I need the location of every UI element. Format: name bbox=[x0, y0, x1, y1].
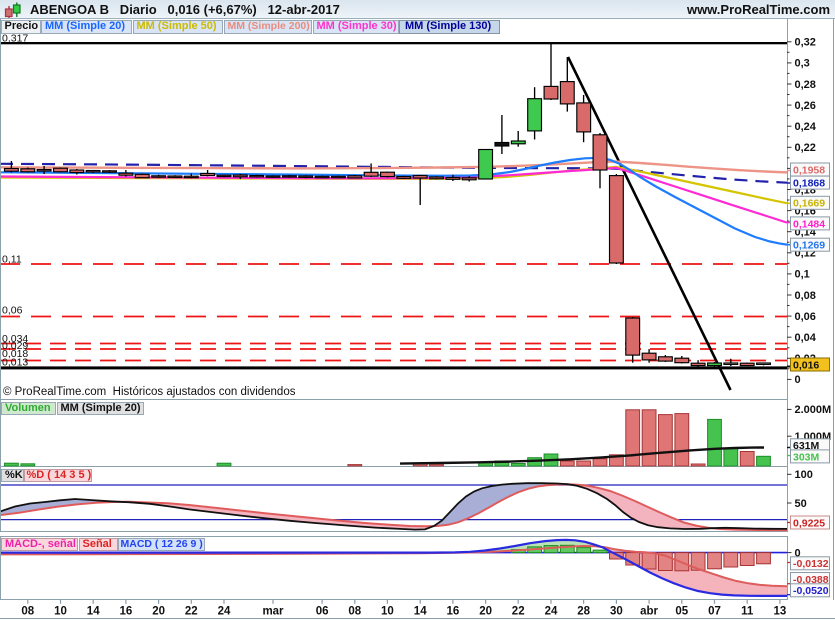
svg-text:0,029: 0,029 bbox=[2, 340, 28, 352]
svg-text:-0,0132: -0,0132 bbox=[793, 558, 829, 570]
svg-text:0,08: 0,08 bbox=[795, 290, 816, 302]
svg-text:© ProRealTime.com Históricos: © ProRealTime.com Históricos ajustados c… bbox=[3, 386, 296, 398]
svg-text:0,1: 0,1 bbox=[795, 269, 810, 281]
svg-text:16: 16 bbox=[120, 606, 133, 618]
svg-text:0,1269: 0,1269 bbox=[793, 240, 825, 252]
svg-text:08: 08 bbox=[348, 606, 361, 618]
svg-text:0,9225: 0,9225 bbox=[793, 517, 825, 529]
svg-text:0,32: 0,32 bbox=[795, 37, 816, 49]
svg-text:303M: 303M bbox=[793, 451, 820, 463]
svg-text:08: 08 bbox=[21, 606, 34, 618]
svg-text:0,034: 0,034 bbox=[2, 333, 28, 345]
svg-text:20: 20 bbox=[152, 606, 165, 618]
svg-text:0,06: 0,06 bbox=[795, 311, 816, 323]
svg-text:11: 11 bbox=[741, 606, 754, 618]
svg-text:14: 14 bbox=[87, 606, 100, 618]
svg-text:16: 16 bbox=[447, 606, 460, 618]
svg-text:0,28: 0,28 bbox=[795, 79, 816, 91]
svg-text:0: 0 bbox=[795, 374, 801, 386]
svg-text:0,22: 0,22 bbox=[795, 142, 816, 154]
svg-text:-0,0520: -0,0520 bbox=[793, 585, 829, 597]
svg-text:0,1484: 0,1484 bbox=[793, 218, 825, 230]
svg-text:28: 28 bbox=[577, 606, 590, 618]
svg-text:mar: mar bbox=[262, 606, 284, 618]
svg-text:0,24: 0,24 bbox=[795, 121, 817, 133]
svg-text:0,3: 0,3 bbox=[795, 58, 810, 70]
svg-text:0,1868: 0,1868 bbox=[793, 178, 825, 190]
svg-text:0,013: 0,013 bbox=[2, 356, 28, 368]
svg-text:0,26: 0,26 bbox=[795, 100, 816, 112]
svg-text:2.000M: 2.000M bbox=[795, 404, 832, 416]
svg-text:14: 14 bbox=[414, 606, 427, 618]
svg-text:abr: abr bbox=[640, 606, 658, 618]
svg-text:50: 50 bbox=[795, 498, 807, 510]
svg-text:07: 07 bbox=[708, 606, 721, 618]
svg-text:0,317: 0,317 bbox=[2, 33, 28, 45]
svg-text:06: 06 bbox=[316, 606, 329, 618]
svg-text:0,04: 0,04 bbox=[795, 332, 817, 344]
svg-text:0,06: 0,06 bbox=[2, 304, 23, 316]
svg-text:24: 24 bbox=[218, 606, 231, 618]
svg-text:0,1669: 0,1669 bbox=[793, 198, 825, 210]
svg-text:22: 22 bbox=[185, 606, 198, 618]
svg-text:05: 05 bbox=[675, 606, 688, 618]
svg-text:10: 10 bbox=[54, 606, 67, 618]
svg-text:0,1958: 0,1958 bbox=[793, 164, 825, 176]
svg-text:0,11: 0,11 bbox=[2, 253, 22, 265]
svg-text:0,018: 0,018 bbox=[2, 348, 28, 360]
svg-text:10: 10 bbox=[381, 606, 394, 618]
svg-text:-0,0388: -0,0388 bbox=[793, 574, 829, 586]
svg-text:20: 20 bbox=[479, 606, 492, 618]
svg-text:100: 100 bbox=[795, 469, 813, 481]
svg-text:22: 22 bbox=[512, 606, 525, 618]
svg-text:24: 24 bbox=[545, 606, 558, 618]
svg-text:631M: 631M bbox=[793, 440, 820, 452]
svg-text:0,016: 0,016 bbox=[793, 359, 819, 371]
svg-text:0: 0 bbox=[795, 547, 801, 559]
svg-text:30: 30 bbox=[610, 606, 623, 618]
svg-text:13: 13 bbox=[774, 606, 787, 618]
